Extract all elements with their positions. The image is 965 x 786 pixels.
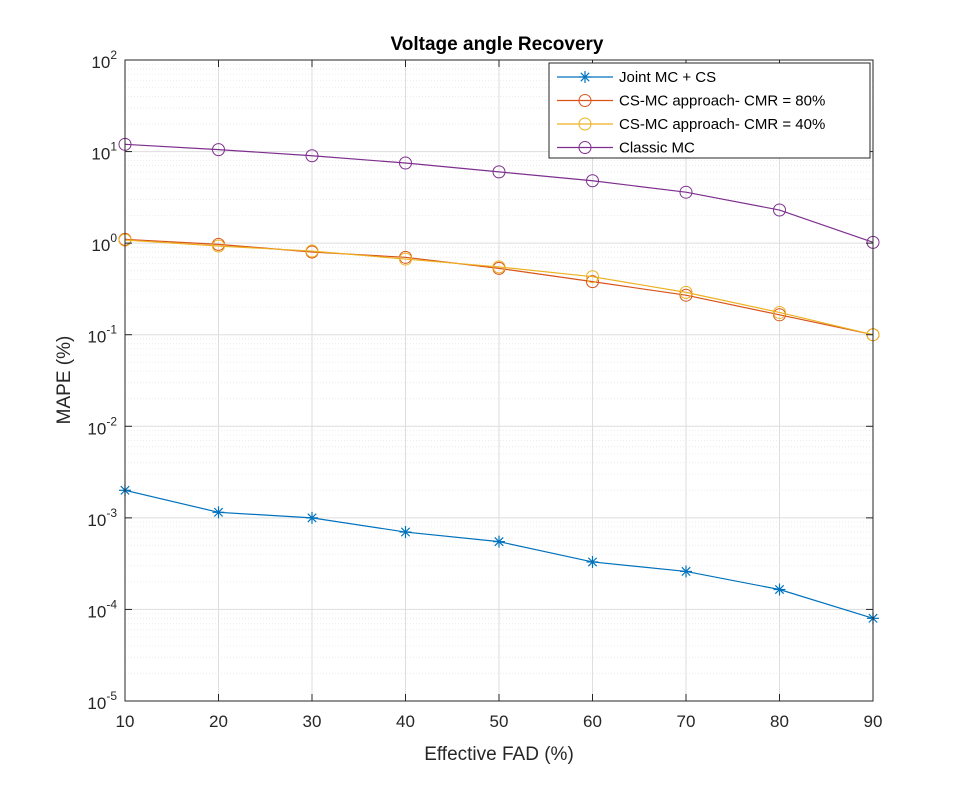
y-tick-label: 10-5 [87,689,117,713]
data-point [586,555,599,568]
x-tick-label: 20 [209,712,228,731]
chart-title: Voltage angle Recovery [391,34,604,55]
x-tick-labels: 10 20 30 40 50 60 70 80 90 [116,712,883,731]
x-tick-label: 30 [303,712,322,731]
legend-label: CS-MC approach- CMR = 80% [619,93,825,110]
data-point [212,239,225,253]
y-tick-label: 10-3 [87,506,117,530]
legend: Joint MC + CS CS-MC approach- CMR = 80% CS… [548,62,871,159]
series-line [124,238,874,336]
legend-label: Joint MC + CS [619,69,716,86]
data-point [212,506,225,519]
x-tick-label: 10 [116,712,135,731]
series-line [124,239,874,336]
series-4 [118,137,880,249]
x-tick-label: 90 [864,712,883,731]
data-point [679,185,693,199]
series-line [124,143,874,243]
legend-entry: Joint MC + CS [557,69,716,86]
y-tick-labels: 10-5 10-4 10-3 10-2 10-1 100 101 102 [87,48,117,713]
data-point [212,143,225,157]
data-point [586,174,599,188]
data-point [679,285,693,299]
data-point [773,305,786,319]
data-point [305,149,319,163]
y-tick-label: 100 [91,231,117,255]
data-point [680,565,692,578]
plot-area [118,137,880,625]
legend-label: Classic MC [619,140,695,157]
ticks [124,59,874,702]
data-point [306,511,318,524]
legend-entry: CS-MC approach- CMR = 80% [557,93,825,110]
x-tick-label: 80 [770,712,789,731]
x-tick-label: 40 [396,712,415,731]
legend-label: CS-MC approach- CMR = 40% [619,116,825,133]
x-tick-label: 70 [677,712,696,731]
data-point [578,117,592,131]
x-tick-label: 60 [583,712,602,731]
y-axis-title: MAPE (%) [54,336,75,425]
series-3 [118,233,880,342]
series-1 [119,484,879,625]
data-point [773,203,786,217]
y-tick-label: 101 [91,140,117,164]
y-tick-label: 10-4 [87,597,117,621]
data-point [399,252,412,266]
data-point [679,288,693,302]
y-tick-label: 102 [91,48,117,72]
x-tick-label: 50 [490,712,509,731]
data-point [305,244,319,258]
data-point [578,141,592,154]
x-axis-title: Effective FAD (%) [424,744,574,765]
y-tick-label: 10-2 [87,414,117,438]
legend-entry: CS-MC approach- CMR = 40% [557,116,825,133]
y-tick-label: 10-1 [87,323,117,347]
data-point [399,156,412,170]
data-point [578,94,592,107]
data-point [399,526,412,539]
data-point [586,275,599,289]
data-point [579,71,591,83]
data-point [773,583,786,596]
legend-entry: Classic MC [557,140,695,157]
data-point [586,270,599,284]
data-point [493,535,505,548]
data-point [492,165,506,179]
legend-box [548,62,871,159]
data-point [492,260,506,274]
